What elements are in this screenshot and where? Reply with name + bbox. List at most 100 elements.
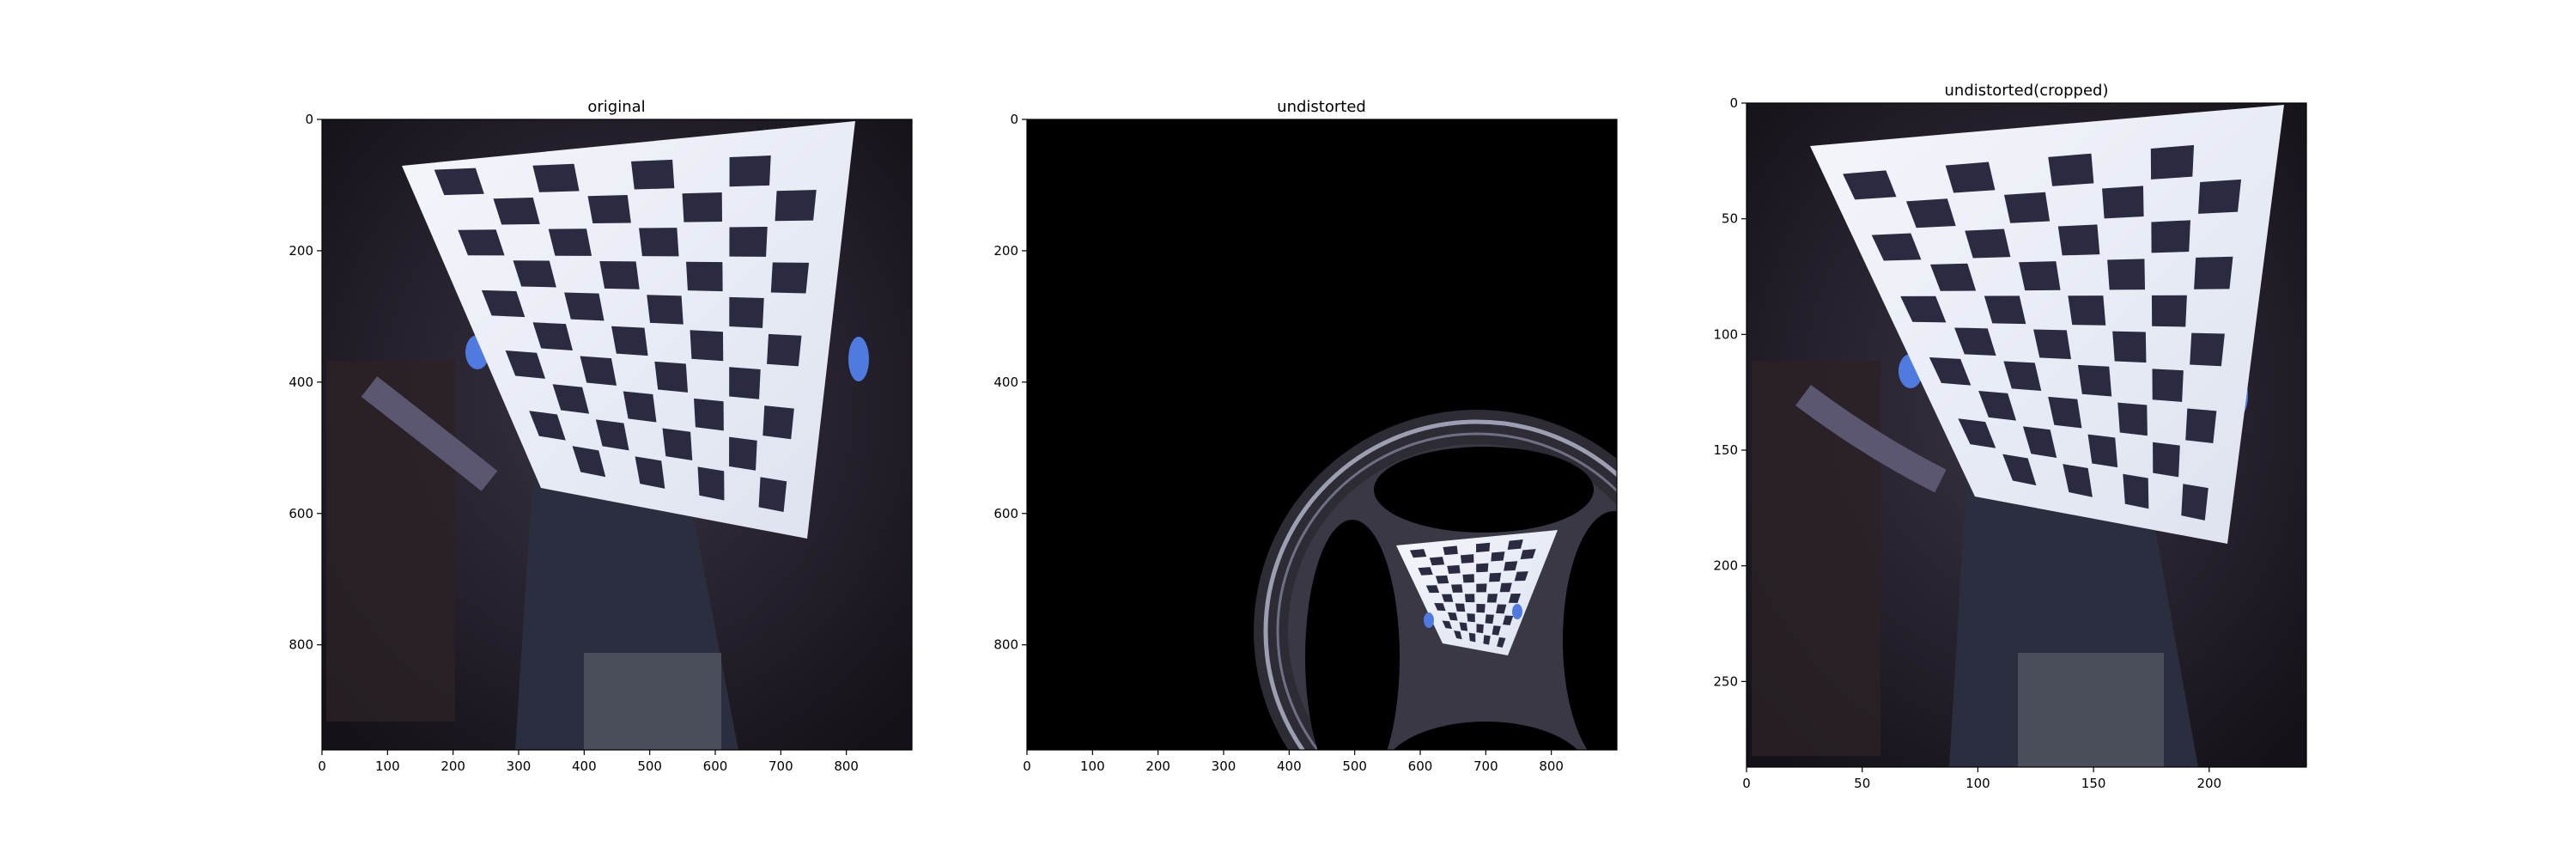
checker-squares-cropped — [1843, 144, 2242, 521]
panel-title: undistorted — [1277, 98, 1366, 116]
panel-title: undistorted(cropped) — [1945, 82, 2109, 100]
checker-square — [697, 466, 725, 501]
checker-square — [1507, 539, 1523, 550]
checker-square — [767, 333, 802, 367]
x-tick-label: 400 — [1277, 758, 1302, 774]
checker-squares-small — [1409, 539, 1536, 648]
checker-square — [1965, 228, 2011, 259]
checker-square — [532, 322, 573, 351]
checker-square — [630, 159, 675, 190]
checker-square — [2185, 408, 2217, 444]
checker-square — [1508, 594, 1522, 603]
checker-square — [2198, 179, 2242, 214]
checker-square — [758, 477, 787, 513]
x-tick-label: 300 — [507, 758, 532, 774]
y-tick-label: 800 — [993, 637, 1018, 653]
checker-square — [1455, 603, 1466, 612]
checker-square — [2107, 259, 2146, 290]
checker-square — [1429, 557, 1445, 566]
checker-square — [729, 155, 771, 187]
checker-square — [1442, 620, 1453, 630]
checker-square — [2048, 153, 2094, 186]
checker-square — [1489, 572, 1502, 582]
x-tick-label: 100 — [375, 758, 400, 774]
checker-square — [1958, 418, 1996, 448]
x-tick-label: 400 — [572, 758, 597, 774]
checker-square — [729, 226, 768, 257]
checker-square — [2004, 192, 2050, 223]
checker-square — [2150, 144, 2195, 180]
y-tick-label: 200 — [993, 243, 1018, 259]
x-tick-label: 600 — [703, 758, 728, 774]
checker-square — [1871, 233, 1922, 261]
checker-square — [2063, 464, 2093, 497]
checker-square — [2019, 261, 2061, 291]
checker-square — [1504, 561, 1518, 571]
y-tick-label: 200 — [1713, 558, 1738, 574]
original-image — [322, 119, 912, 750]
y-axis: 0 50 100 150 200 250 — [1713, 95, 1747, 689]
checker-square — [1462, 574, 1474, 583]
checker-square — [2057, 224, 2100, 256]
y-axis: 0 200 400 600 800 — [289, 112, 322, 653]
y-tick-label: 50 — [1722, 211, 1738, 227]
x-tick-label: 500 — [637, 758, 662, 774]
checker-square — [1520, 549, 1536, 560]
checker-square — [2153, 442, 2180, 478]
cropped-image — [1747, 103, 2306, 767]
panel-undistorted: undistorted 0 100 200 300 400 500 600 700 800 0 2… — [993, 98, 1618, 774]
y-tick-label: 400 — [289, 375, 313, 390]
x-tick-label: 500 — [1342, 758, 1367, 774]
axes-frame — [1746, 102, 2307, 768]
checker-square — [1454, 631, 1462, 640]
x-tick-label: 700 — [769, 758, 793, 774]
undistorted-image — [1027, 119, 1617, 750]
x-tick-label: 50 — [1854, 776, 1870, 791]
x-axis: 0 100 200 300 400 500 600 700 800 — [318, 750, 859, 774]
y-tick-label: 0 — [1010, 112, 1018, 127]
checker-square — [1503, 615, 1514, 625]
checker-square — [682, 192, 722, 222]
checker-square — [1492, 625, 1501, 636]
y-axis: 0 200 400 600 800 — [993, 112, 1027, 653]
axes-frame — [321, 119, 913, 751]
checker-square — [599, 260, 640, 289]
checker-square — [434, 168, 484, 196]
axes-frame — [1026, 119, 1618, 751]
checker-square — [729, 436, 757, 471]
x-tick-label: 700 — [1473, 758, 1498, 774]
checker-square — [647, 295, 683, 325]
y-tick-label: 150 — [1713, 442, 1738, 458]
checker-square — [2102, 186, 2144, 219]
checker-square — [1930, 263, 1977, 291]
checker-square — [1476, 542, 1491, 553]
checker-square — [2087, 434, 2118, 468]
checker-square — [1441, 594, 1454, 602]
panel-title: original — [587, 98, 645, 116]
checker-square — [2190, 332, 2225, 367]
x-tick-label: 600 — [1408, 758, 1433, 774]
x-tick-label: 200 — [2197, 776, 2222, 791]
checker-square — [1476, 604, 1485, 613]
checker-square — [1467, 613, 1475, 623]
checker-square — [639, 228, 679, 257]
x-tick-label: 0 — [318, 758, 326, 774]
checker-square — [1514, 571, 1528, 582]
x-tick-label: 200 — [440, 758, 465, 774]
checker-square — [1483, 635, 1491, 645]
checker-square — [2033, 329, 2072, 360]
checker-square — [694, 398, 724, 431]
checker-square — [1476, 624, 1484, 634]
checker-square — [2077, 364, 2112, 397]
checker-square — [729, 367, 761, 399]
y-tick-label: 400 — [993, 375, 1018, 390]
checker-square — [2151, 295, 2187, 327]
checker-square — [1945, 161, 1996, 193]
checker-square — [770, 262, 810, 294]
checker-square — [493, 197, 540, 225]
checker-square — [2002, 454, 2037, 486]
checker-square — [2152, 369, 2184, 402]
checker-square — [552, 384, 590, 414]
x-tick-label: 0 — [1742, 776, 1751, 791]
